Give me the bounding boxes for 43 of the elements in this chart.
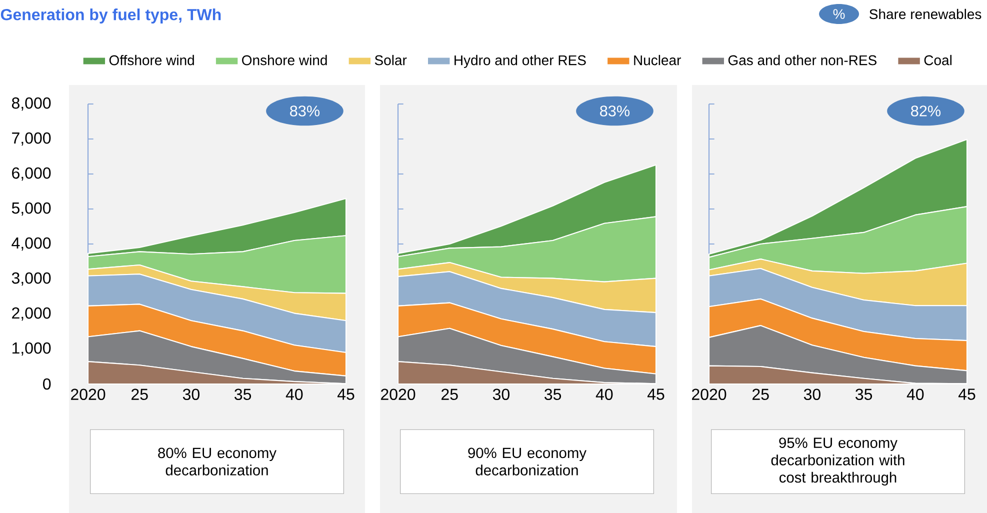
legend-label: Solar bbox=[374, 54, 407, 66]
annotation: 83% bbox=[290, 106, 320, 116]
y-tick-label: 0 bbox=[43, 378, 51, 390]
chart-title: Generation by fuel type, TWh bbox=[0, 8, 221, 24]
y-tick-label: 8,000 bbox=[12, 97, 51, 111]
y-tick-label: 7,000 bbox=[12, 132, 51, 146]
x-tick-label: 45 bbox=[958, 388, 976, 400]
x-tick-label: 2020 bbox=[71, 388, 106, 400]
legend-label: Onshore wind bbox=[242, 54, 327, 66]
x-tick-label: 30 bbox=[492, 388, 510, 400]
x-tick-label: 35 bbox=[856, 388, 872, 400]
legend-label: Coal bbox=[924, 54, 952, 66]
x-tick-label: 35 bbox=[544, 388, 562, 400]
x-tick-label: 30 bbox=[804, 388, 820, 400]
legend-label: Nuclear bbox=[634, 54, 681, 66]
legend-label: Offshore wind bbox=[109, 54, 194, 66]
x-tick-label: 35 bbox=[234, 388, 252, 400]
x-tick-label: 40 bbox=[286, 388, 303, 400]
x-tick-label: 2020 bbox=[381, 388, 416, 400]
y-tick-label: 6,000 bbox=[12, 167, 51, 181]
y-tick-label: 3,000 bbox=[12, 272, 51, 286]
legend-label: Hydro and other RES bbox=[454, 54, 586, 68]
annotation: 82% bbox=[911, 106, 941, 116]
x-tick-label: 2020 bbox=[692, 388, 726, 400]
y-tick-label: 1,000 bbox=[12, 342, 51, 356]
x-tick-label: 25 bbox=[752, 388, 769, 400]
y-tick-label: 5,000 bbox=[12, 202, 51, 216]
x-axis-title: 90% EU economy decarbonization bbox=[468, 448, 586, 476]
x-axis-title: 80% EU economy decarbonization bbox=[158, 448, 276, 476]
x-axis-title: 95% EU economy decarbonization with cost breakthrough bbox=[771, 438, 904, 486]
x-tick-label: 40 bbox=[596, 388, 613, 400]
text: % bbox=[833, 9, 845, 19]
x-tick-label: 45 bbox=[337, 388, 354, 400]
annotation: 83% bbox=[600, 106, 630, 116]
x-tick-label: 40 bbox=[906, 388, 924, 400]
x-tick-label: 25 bbox=[132, 388, 148, 400]
text: Share renewables bbox=[870, 8, 982, 20]
y-tick-label: 4,000 bbox=[12, 237, 51, 251]
x-tick-label: 30 bbox=[182, 388, 200, 400]
y-tick-label: 2,000 bbox=[12, 307, 51, 321]
x-tick-label: 25 bbox=[442, 388, 458, 400]
x-tick-label: 45 bbox=[647, 388, 664, 400]
legend-label: Gas and other non-RES bbox=[728, 54, 876, 66]
